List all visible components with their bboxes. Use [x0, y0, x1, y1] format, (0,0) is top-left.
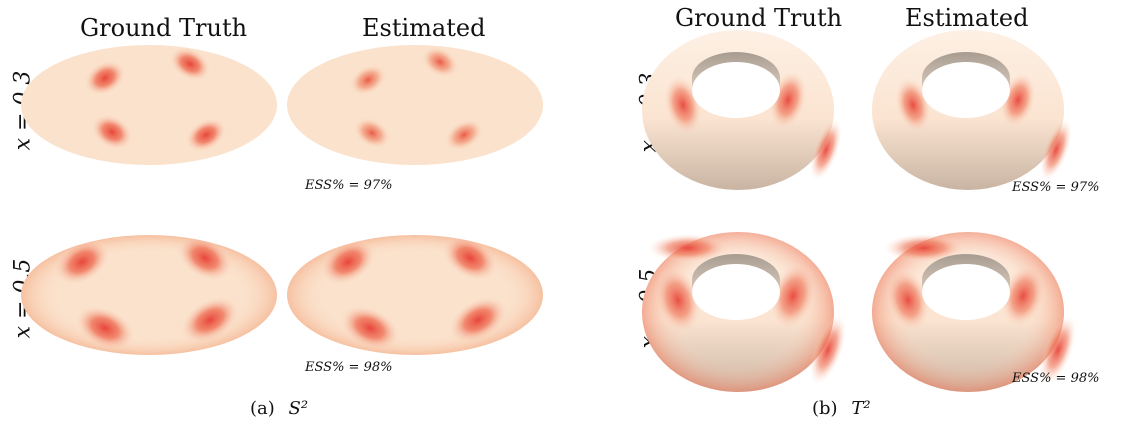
torus-gt-x03	[642, 30, 842, 190]
sphere-gt-x03-map	[21, 45, 277, 165]
sphere-plots	[21, 45, 543, 355]
sphere-col-header-estimated: Estimated	[362, 14, 486, 42]
sphere-caption-tag: (a)	[250, 398, 275, 419]
torus-ess-top: ESS% = 97%	[1012, 180, 1100, 195]
sphere-gt-x05-map	[21, 235, 277, 355]
torus-caption-symbol: T²	[851, 398, 871, 419]
sphere-caption: (a) S²	[250, 398, 308, 419]
torus-plots	[642, 30, 1077, 392]
torus-caption: (b) T²	[812, 398, 871, 419]
sphere-ess-bottom: ESS% = 98%	[305, 360, 393, 375]
torus-gt-x05	[642, 232, 847, 392]
sphere-col-header-ground-truth: Ground Truth	[80, 14, 248, 42]
sphere-est-x05-map	[287, 235, 543, 355]
torus-ess-bottom: ESS% = 98%	[1012, 371, 1100, 386]
sphere-ess-top: ESS% = 97%	[305, 178, 393, 193]
torus-col-header-estimated: Estimated	[905, 4, 1029, 32]
sphere-est-x03-map	[287, 45, 543, 165]
torus-col-header-ground-truth: Ground Truth	[675, 4, 843, 32]
sphere-caption-symbol: S²	[288, 398, 309, 419]
torus-est-x03	[872, 30, 1072, 190]
torus-caption-tag: (b)	[812, 398, 838, 419]
torus-est-x05	[872, 232, 1077, 392]
